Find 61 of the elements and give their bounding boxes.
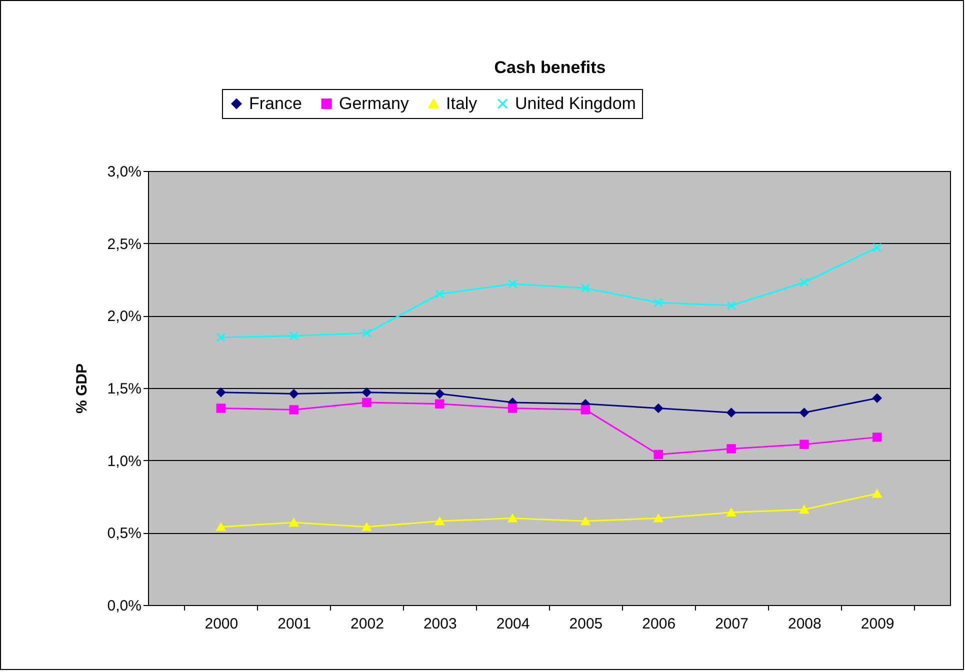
y-tick-label: 2,0% [107,308,142,326]
point [508,514,518,522]
point [435,516,444,526]
point [580,516,590,526]
point [435,399,444,409]
legend-label: United Kingdom [515,94,636,113]
point [362,522,372,531]
point [216,522,226,531]
legend-label: Italy [446,94,478,113]
point [872,394,882,403]
y-axis-title: % GDP [73,363,90,414]
point [289,405,298,414]
point [508,279,518,288]
point [726,508,736,517]
point [726,300,736,310]
point [800,278,809,288]
x-tick-label: 2002 [350,616,384,632]
point [800,440,809,450]
y-tick-label: 2,5% [107,236,142,253]
legend-label: Germany [339,94,410,113]
point [654,450,663,460]
point [654,298,663,308]
point [872,432,882,442]
point [216,332,226,342]
point [726,444,736,454]
x-tick-label: 2007 [715,616,748,632]
point [362,328,372,338]
x-tick-label: 2001 [278,616,312,632]
chart-title: Cash benefits [493,58,607,78]
x-tick-label: 2008 [788,616,822,632]
x-tick-label: 2009 [860,616,894,632]
x-tick-label: 2003 [423,616,457,632]
legend-label: France [249,94,302,113]
x-tick-label: 2005 [569,616,603,632]
y-tick-label: 1,0% [107,452,142,470]
point [289,518,298,527]
x-tick-label: 2006 [642,616,676,632]
point [362,388,372,397]
point [216,388,226,397]
point [654,514,663,522]
point [289,331,298,341]
point [800,505,809,514]
point [508,404,518,413]
point [800,408,809,418]
point [726,408,736,418]
point [435,289,444,299]
y-tick-label: 0,0% [107,598,142,614]
y-tick-label: 1,5% [107,380,142,398]
point [216,404,226,413]
point [580,284,590,293]
x-tick-label: 2000 [204,616,238,632]
y-tick-label: 0,5% [107,525,142,542]
point [580,405,590,414]
point [654,404,663,413]
point [872,243,882,252]
point [435,389,444,398]
point [872,490,882,498]
x-tick-label: 2004 [496,616,530,632]
y-tick-label: 3,0% [107,164,142,180]
point [362,398,372,408]
point [289,389,298,398]
